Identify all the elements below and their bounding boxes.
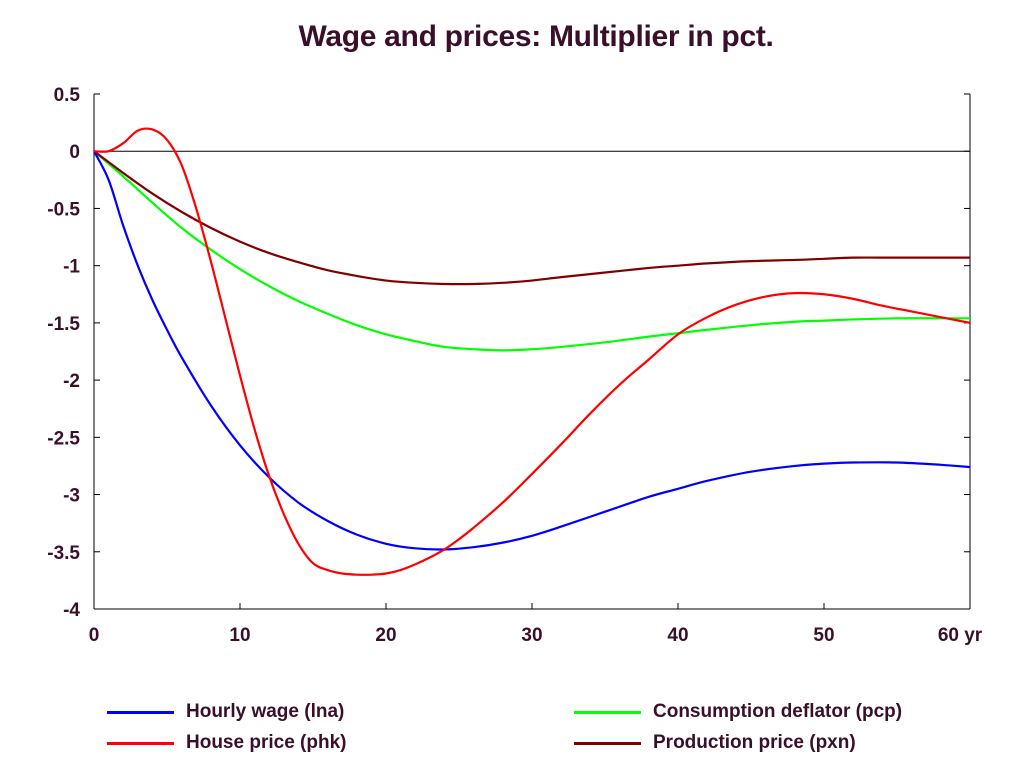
series-line-pxn: [93, 150, 970, 286]
series-line-lna: [93, 150, 971, 551]
chart-title: Wage and prices: Multiplier in pct.: [298, 20, 774, 53]
y-tick-label: 0: [69, 142, 80, 163]
y-tick-label: -2: [63, 371, 80, 392]
y-tick-label: -3.5: [47, 543, 80, 564]
series-lines: [93, 127, 971, 576]
y-tick-label: -0.5: [47, 199, 80, 220]
y-tick-label: -2.5: [47, 428, 80, 449]
x-tick-label: 40: [667, 625, 688, 646]
y-tick-label: -1.5: [47, 314, 80, 335]
x-tick-label: 0: [89, 625, 100, 646]
tick-labels: 0.5 0 -0.5 -1 -1.5 -2 -2.5 -3 -3.5 -4 0 10 20 30 40 50 6…: [47, 85, 983, 646]
x-tick-label: 50: [813, 625, 834, 646]
x-tick-label: 20: [375, 625, 396, 646]
plot-frame: [93, 94, 971, 610]
y-tick-label: -1: [63, 257, 80, 278]
x-tick-label: 30: [521, 625, 542, 646]
y-tick-label: -4: [63, 600, 80, 621]
y-tick-label: 0.5: [54, 85, 81, 106]
series-line-phk: [93, 127, 971, 576]
x-tick-label: 10: [229, 625, 250, 646]
axis-ticks: [93, 93, 971, 610]
y-tick-label: -3: [63, 486, 80, 507]
x-tick-label: 60 yr: [938, 625, 983, 646]
series-line-pcp: [93, 150, 970, 352]
